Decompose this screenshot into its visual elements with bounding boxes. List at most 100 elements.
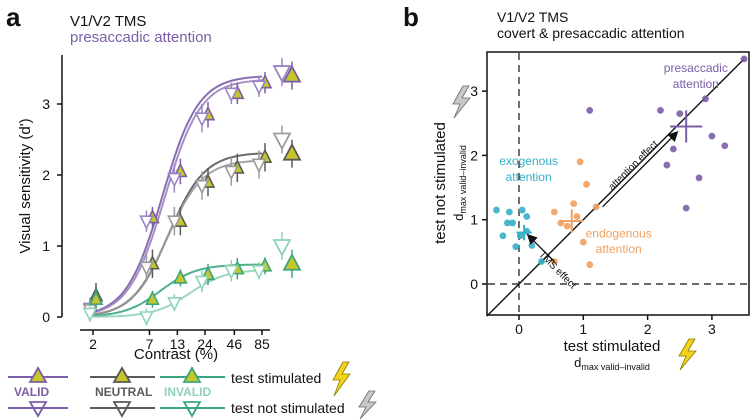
point-1-2 bbox=[563, 222, 571, 230]
legend-invalid-marker-up bbox=[182, 366, 202, 383]
panel-b-guides bbox=[486, 53, 748, 317]
curve-0 bbox=[92, 75, 263, 313]
panel-b-subtitle: covert & presaccadic attention bbox=[497, 25, 685, 41]
tms-effect-arrow bbox=[526, 233, 555, 262]
point-down-1-1 bbox=[139, 215, 154, 230]
legend-invalid-label: INVALID bbox=[164, 385, 211, 399]
x-tick-label-5: 85 bbox=[254, 336, 270, 352]
legend-valid-marker-up bbox=[28, 366, 48, 383]
panel-b-x-sub-d: d bbox=[574, 355, 581, 370]
point-2-0 bbox=[586, 106, 594, 114]
point-down-3-1 bbox=[139, 261, 154, 277]
point-down-1-5 bbox=[251, 80, 267, 96]
x-tick-label-4: 46 bbox=[227, 336, 243, 352]
b-x-tick-label-2: 2 bbox=[644, 321, 652, 337]
point-0-6 bbox=[516, 232, 524, 240]
panel-b-y-label: test not stimulated bbox=[432, 122, 449, 244]
group-label-1-line2: attention bbox=[596, 242, 642, 256]
point-0-3 bbox=[504, 219, 511, 227]
point-1-4 bbox=[579, 238, 587, 246]
panel-a-points bbox=[82, 58, 302, 326]
panel-b-letter: b bbox=[403, 2, 419, 32]
group-label-0-line1: exogenous bbox=[499, 154, 558, 168]
point-1-10 bbox=[570, 200, 578, 208]
panel-b-x-label: test stimulated bbox=[564, 338, 661, 355]
b-y-tick-label-1: 1 bbox=[470, 212, 478, 228]
legend-neutral-label: NEUTRAL bbox=[95, 385, 152, 399]
b-x-tick-label-0: 0 bbox=[515, 321, 523, 337]
point-1-7 bbox=[592, 203, 600, 211]
point-down-1-3 bbox=[194, 112, 210, 127]
point-2-3 bbox=[702, 95, 709, 103]
point-down-5-2 bbox=[167, 296, 182, 312]
attention-effect-arrow bbox=[602, 131, 679, 208]
point-up-4-0 bbox=[88, 290, 104, 306]
panel-b-x-sublabel: dmax valid–invalid bbox=[574, 355, 650, 372]
x-tick-label-1: 7 bbox=[146, 336, 154, 352]
point-1-0 bbox=[550, 208, 558, 216]
group-label-1-line1: endogenous bbox=[586, 227, 652, 241]
point-1-6 bbox=[586, 261, 594, 269]
extra-point-up-2 bbox=[282, 142, 302, 161]
x-tick-label-3: 24 bbox=[197, 336, 213, 352]
point-down-5-4 bbox=[224, 265, 239, 280]
point-2-6 bbox=[695, 174, 703, 182]
curve-3 bbox=[92, 159, 263, 316]
point-down-3-2 bbox=[167, 215, 182, 230]
point-0-5 bbox=[499, 232, 507, 240]
lightning-b-y-icon bbox=[452, 85, 471, 119]
lightning-stimulated-icon bbox=[332, 361, 351, 397]
panel-a-subtitle: presaccadic attention bbox=[70, 29, 212, 46]
b-x-tick-label-1: 1 bbox=[579, 321, 587, 337]
legend-not-stimulated-label: test not stimulated bbox=[231, 400, 345, 416]
point-0-0 bbox=[493, 206, 500, 214]
group-label-0-line2: attention bbox=[506, 170, 552, 184]
point-2-10 bbox=[669, 145, 677, 153]
point-down-3-5 bbox=[251, 158, 267, 174]
point-0-2 bbox=[518, 206, 526, 214]
point-0-1 bbox=[505, 208, 513, 216]
panel-a-letter: a bbox=[6, 2, 21, 32]
b-x-tick-label-3: 3 bbox=[708, 321, 716, 337]
point-2-1 bbox=[657, 106, 664, 114]
panel-b-x-sub-rest: valid–invalid bbox=[598, 362, 650, 372]
b-y-tick-label-2: 2 bbox=[470, 147, 478, 163]
panel-b-plot-frame bbox=[486, 51, 750, 316]
point-down-1-2 bbox=[167, 172, 182, 188]
panel-b-y-sublabel: dmax valid–invalid bbox=[451, 145, 468, 221]
point-2-5 bbox=[721, 142, 729, 150]
point-down-3-4 bbox=[224, 165, 239, 181]
panel-b-ticks: 0 1 2 3 0 1 2 3 bbox=[470, 83, 716, 337]
extra-point-down-5 bbox=[272, 239, 292, 257]
panel-b-means: attention effect TMS effect bbox=[516, 110, 703, 291]
extra-point-up-0 bbox=[282, 64, 302, 83]
panel-b: b V1/V2 TMS covert & presaccadic attenti… bbox=[403, 2, 750, 372]
panel-b-y-sub-max: max bbox=[458, 196, 468, 214]
panel-b-group-labels: exogenousattentionendogenousattentionpre… bbox=[499, 61, 728, 256]
attention-effect-label: attention effect bbox=[607, 139, 661, 193]
x-tick-label-2: 13 bbox=[170, 336, 186, 352]
point-2-4 bbox=[708, 132, 716, 140]
curve-1 bbox=[92, 79, 263, 314]
point-2-9 bbox=[740, 55, 748, 63]
panel-b-y-sub-rest: valid–invalid bbox=[458, 145, 468, 197]
panel-a: a V1/V2 TMS presaccadic attention 0 1 2 3 2… bbox=[6, 2, 302, 363]
panel-a-x-ticks: 2 7 13 24 46 85 bbox=[89, 330, 270, 352]
b-y-tick-label-0: 0 bbox=[470, 276, 478, 292]
legend-stimulated-label: test stimulated bbox=[231, 370, 321, 386]
b-y-tick-label-3: 3 bbox=[470, 83, 478, 99]
point-down-5-3 bbox=[194, 275, 210, 291]
panel-a-title: V1/V2 TMS bbox=[70, 13, 146, 30]
y-tick-label-2: 2 bbox=[42, 167, 50, 183]
y-tick-label-0: 0 bbox=[42, 309, 50, 325]
legend: VALID NEUTRAL INVALID test stimulated te… bbox=[8, 361, 377, 419]
y-tick-label-3: 3 bbox=[42, 96, 50, 112]
point-up-4-1 bbox=[145, 290, 160, 306]
point-down-1-4 bbox=[224, 87, 239, 103]
point-1-3 bbox=[573, 213, 581, 220]
x-tick-label-0: 2 bbox=[89, 336, 97, 352]
panel-b-x-sub-max: max bbox=[581, 362, 599, 372]
point-0-10 bbox=[538, 258, 545, 265]
panel-b-y-sub-d: d bbox=[451, 214, 466, 221]
